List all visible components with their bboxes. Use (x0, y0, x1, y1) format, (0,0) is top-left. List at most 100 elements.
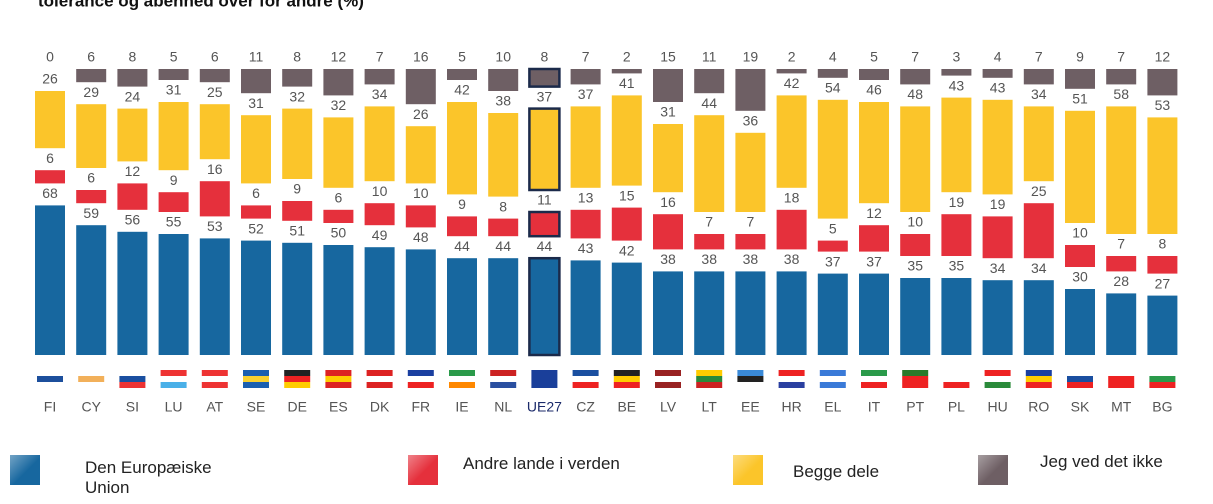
flag-stripe (572, 382, 599, 388)
flag-stripe (449, 382, 475, 388)
bar-segment (859, 273, 889, 355)
bar-segment (364, 247, 395, 355)
data-label: 42 (784, 75, 800, 91)
bar-segment (35, 170, 65, 184)
bar-segment (817, 99, 848, 219)
bar-segment (1106, 106, 1137, 234)
data-label: 16 (207, 161, 223, 177)
data-label: 51 (1072, 91, 1088, 107)
bar-segment (817, 69, 848, 78)
bar-segment (447, 69, 477, 80)
bar-segment (158, 234, 189, 355)
bar-segment (117, 108, 148, 162)
legend-label: Andre lande i verden (463, 454, 620, 473)
data-label: 19 (743, 49, 759, 65)
data-label: 52 (248, 220, 264, 236)
flag-stripe (613, 370, 640, 376)
flag-stripe (1067, 382, 1093, 388)
bar-segment (241, 69, 271, 94)
bar-segment (117, 231, 148, 355)
data-label: 25 (1031, 183, 1047, 199)
flag-stripe (943, 382, 970, 388)
bar-segment (982, 280, 1013, 355)
data-label: 5 (458, 49, 466, 65)
x-tick-label: DK (370, 399, 390, 415)
flag-stripe (819, 382, 846, 388)
flag-stripe (572, 370, 599, 376)
flag-stripe (984, 382, 1011, 388)
flag-stripe (778, 376, 805, 382)
bar-segment (570, 209, 601, 239)
bar-segment (282, 242, 313, 355)
bar-segment (488, 113, 519, 197)
flag-stripe (696, 382, 723, 388)
data-label: 5 (829, 220, 837, 236)
bar-segment (982, 69, 1013, 78)
data-label: 8 (293, 49, 301, 65)
x-tick-label: EE (741, 399, 760, 415)
data-label: 7 (1117, 49, 1125, 65)
data-label: 19 (949, 194, 965, 210)
data-label: 19 (990, 196, 1006, 212)
x-tick-label: ES (329, 399, 348, 415)
bar-segment (199, 69, 230, 83)
data-label: 43 (990, 80, 1006, 96)
bar-segment (735, 132, 766, 212)
bar-segment (1106, 293, 1137, 355)
data-label: 41 (619, 75, 635, 91)
bar-segment (117, 183, 148, 210)
bar-segment (1065, 289, 1095, 355)
bar-segment (364, 203, 395, 226)
data-label: 12 (125, 163, 141, 179)
flag-stripe (243, 376, 269, 382)
flag-stripe (613, 376, 640, 382)
x-tick-label: NL (494, 399, 512, 415)
flag-stripe (160, 382, 187, 388)
data-label: 9 (458, 196, 466, 212)
bar-segment (776, 271, 807, 355)
data-label: 6 (211, 49, 219, 65)
data-label: 3 (953, 49, 961, 65)
bar-segment (900, 234, 931, 256)
data-label: 7 (911, 49, 919, 65)
data-label: 27 (1155, 275, 1171, 291)
data-label: 51 (289, 223, 305, 239)
bar-segment (447, 258, 477, 355)
data-label: 7 (582, 49, 590, 65)
legend-swatch (733, 455, 763, 485)
bar-segment (941, 97, 972, 193)
flag-stripe (243, 382, 269, 388)
data-label: 25 (207, 84, 223, 100)
bar-segment (282, 69, 313, 87)
data-label: 56 (125, 212, 141, 228)
bar-segment (982, 99, 1013, 195)
bar-segment (323, 209, 354, 223)
x-tick-label: IT (868, 399, 881, 415)
bar-segment (199, 104, 230, 160)
data-label: 10 (495, 49, 511, 65)
flag-stripe (37, 376, 63, 382)
flag-stripe (778, 382, 805, 388)
flag-stripe (696, 370, 723, 376)
bar-segment (1106, 256, 1137, 272)
data-label: 7 (705, 214, 713, 230)
data-label: 68 (42, 185, 58, 201)
flag-stripe (861, 382, 887, 388)
flag-stripe (737, 370, 764, 376)
flag-stripe (655, 382, 681, 388)
x-tick-label: EL (824, 399, 841, 415)
data-label: 31 (166, 82, 182, 98)
data-label: 12 (866, 205, 882, 221)
data-label: 11 (537, 192, 552, 208)
data-label: 58 (1113, 86, 1129, 102)
bar-segment (35, 91, 65, 149)
bar-segment (323, 117, 354, 188)
data-label: 53 (1155, 97, 1171, 113)
legend-swatch (978, 455, 1008, 485)
data-label: 28 (1113, 273, 1129, 289)
flag-stripe (613, 382, 640, 388)
data-label: 48 (413, 229, 429, 245)
bar-segment (653, 124, 683, 193)
data-label: 31 (660, 104, 676, 120)
flag-stripe (819, 370, 846, 376)
